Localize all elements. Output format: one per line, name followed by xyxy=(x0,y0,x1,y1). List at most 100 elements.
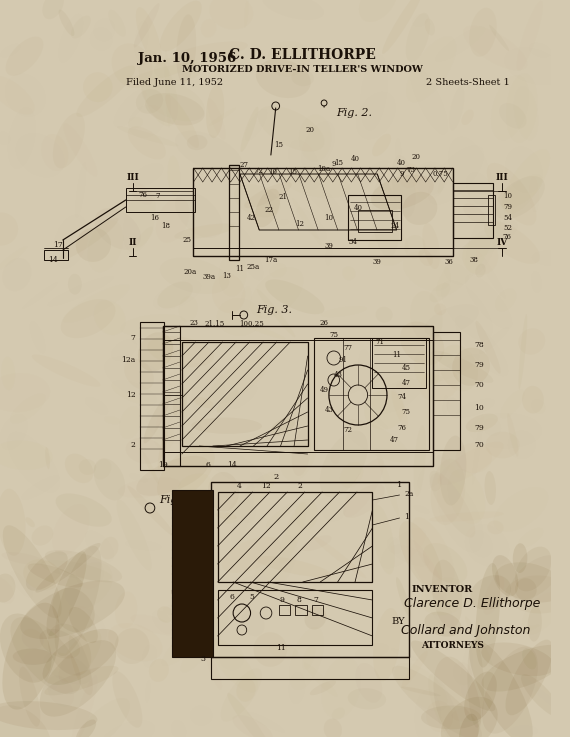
Ellipse shape xyxy=(515,547,551,591)
Ellipse shape xyxy=(31,525,53,545)
Ellipse shape xyxy=(302,645,315,670)
Text: 21,15: 21,15 xyxy=(205,319,225,327)
Text: 74: 74 xyxy=(397,393,406,401)
Ellipse shape xyxy=(59,10,74,36)
Text: 5: 5 xyxy=(249,593,254,601)
Text: 36: 36 xyxy=(445,258,453,266)
Ellipse shape xyxy=(528,607,542,642)
Bar xyxy=(211,657,409,679)
Text: 9: 9 xyxy=(399,170,404,178)
Ellipse shape xyxy=(412,517,454,584)
Bar xyxy=(126,188,196,212)
Ellipse shape xyxy=(254,535,297,595)
Text: II: II xyxy=(128,237,137,246)
Ellipse shape xyxy=(469,7,496,57)
Text: 72: 72 xyxy=(344,426,353,434)
Text: 15: 15 xyxy=(288,168,298,176)
Ellipse shape xyxy=(506,640,553,716)
Text: 79: 79 xyxy=(474,361,484,369)
Ellipse shape xyxy=(104,416,120,425)
Text: 76: 76 xyxy=(502,233,511,241)
Ellipse shape xyxy=(464,671,497,721)
Text: 12: 12 xyxy=(295,220,304,228)
Text: III: III xyxy=(496,172,508,181)
Text: 73: 73 xyxy=(407,166,416,174)
Text: 8: 8 xyxy=(296,596,302,604)
Text: 70: 70 xyxy=(474,381,484,389)
Ellipse shape xyxy=(288,140,321,189)
Text: 26: 26 xyxy=(320,319,328,327)
Ellipse shape xyxy=(414,162,447,195)
Ellipse shape xyxy=(0,212,18,245)
Text: 43: 43 xyxy=(324,406,333,414)
Text: 25: 25 xyxy=(182,236,191,244)
Ellipse shape xyxy=(149,659,169,682)
Ellipse shape xyxy=(484,471,496,505)
Text: 2 Sheets-Sheet 1: 2 Sheets-Sheet 1 xyxy=(426,77,510,86)
Ellipse shape xyxy=(487,163,536,226)
Text: 15: 15 xyxy=(334,159,343,167)
Ellipse shape xyxy=(76,228,111,262)
Text: 11: 11 xyxy=(392,351,401,359)
Text: 72: 72 xyxy=(255,167,264,175)
Text: 12: 12 xyxy=(126,391,136,399)
Text: 20: 20 xyxy=(412,153,421,161)
Ellipse shape xyxy=(364,390,405,430)
Text: 54: 54 xyxy=(503,214,512,222)
Text: 6: 6 xyxy=(230,593,235,601)
Ellipse shape xyxy=(358,349,372,399)
Ellipse shape xyxy=(432,559,462,628)
Ellipse shape xyxy=(304,607,327,629)
Text: 17a: 17a xyxy=(264,256,278,264)
Ellipse shape xyxy=(39,629,80,659)
Ellipse shape xyxy=(279,502,307,564)
Text: 16: 16 xyxy=(150,214,159,222)
Text: INVENTOR: INVENTOR xyxy=(411,585,473,595)
Text: 24: 24 xyxy=(390,222,399,230)
Ellipse shape xyxy=(69,607,98,643)
Ellipse shape xyxy=(406,36,457,102)
Bar xyxy=(433,332,461,450)
Ellipse shape xyxy=(160,1,202,52)
Text: 47: 47 xyxy=(390,436,399,444)
Ellipse shape xyxy=(192,418,262,434)
Text: 27: 27 xyxy=(239,161,249,169)
Ellipse shape xyxy=(295,499,318,529)
Ellipse shape xyxy=(55,546,101,656)
Ellipse shape xyxy=(178,473,211,495)
Ellipse shape xyxy=(396,577,410,617)
Ellipse shape xyxy=(25,517,35,527)
Ellipse shape xyxy=(0,573,15,602)
Ellipse shape xyxy=(426,587,454,630)
Bar xyxy=(312,605,323,615)
Ellipse shape xyxy=(482,645,569,691)
Ellipse shape xyxy=(321,657,361,719)
Ellipse shape xyxy=(400,321,444,366)
Ellipse shape xyxy=(0,441,53,470)
Text: 13: 13 xyxy=(222,272,231,280)
Ellipse shape xyxy=(35,543,101,593)
Bar xyxy=(140,322,165,470)
Ellipse shape xyxy=(208,472,239,511)
Ellipse shape xyxy=(83,72,112,102)
Ellipse shape xyxy=(0,613,52,682)
Ellipse shape xyxy=(271,418,295,436)
Ellipse shape xyxy=(215,512,237,520)
Bar xyxy=(348,195,401,240)
Text: 6: 6 xyxy=(206,461,210,469)
Text: 49: 49 xyxy=(320,386,328,394)
Ellipse shape xyxy=(459,713,479,737)
Ellipse shape xyxy=(0,489,26,556)
Text: 75: 75 xyxy=(329,331,338,339)
Ellipse shape xyxy=(484,221,540,264)
Ellipse shape xyxy=(222,537,281,573)
Ellipse shape xyxy=(32,354,100,387)
Polygon shape xyxy=(172,490,213,657)
Ellipse shape xyxy=(399,521,442,590)
Text: 52: 52 xyxy=(503,224,512,232)
Bar xyxy=(358,210,392,232)
Text: 9: 9 xyxy=(279,596,284,604)
Text: 12a: 12a xyxy=(121,356,136,364)
Text: 2: 2 xyxy=(273,473,278,481)
Text: 2: 2 xyxy=(298,482,302,490)
